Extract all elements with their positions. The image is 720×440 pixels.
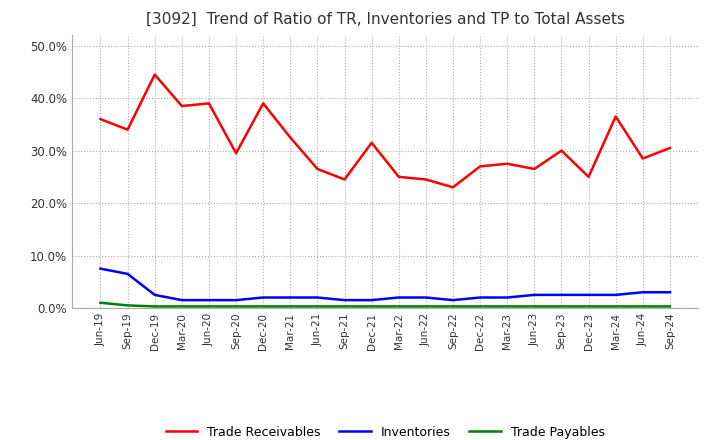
Trade Receivables [341, 177, 349, 182]
Inventories [123, 271, 132, 276]
Inventories [367, 297, 376, 303]
Line: Trade Payables: Trade Payables [101, 303, 670, 306]
Trade Payables [449, 304, 457, 309]
Trade Payables [503, 304, 511, 309]
Trade Payables [557, 304, 566, 309]
Trade Receivables [123, 127, 132, 132]
Trade Receivables [530, 166, 539, 172]
Title: [3092]  Trend of Ratio of TR, Inventories and TP to Total Assets: [3092] Trend of Ratio of TR, Inventories… [145, 12, 625, 27]
Trade Payables [232, 304, 240, 309]
Trade Receivables [584, 174, 593, 180]
Inventories [313, 295, 322, 300]
Inventories [421, 295, 430, 300]
Trade Receivables [286, 135, 294, 140]
Trade Receivables [503, 161, 511, 166]
Trade Receivables [449, 185, 457, 190]
Legend: Trade Receivables, Inventories, Trade Payables: Trade Receivables, Inventories, Trade Pa… [161, 421, 610, 440]
Inventories [178, 297, 186, 303]
Inventories [259, 295, 268, 300]
Trade Payables [259, 304, 268, 309]
Trade Payables [286, 304, 294, 309]
Line: Inventories: Inventories [101, 269, 670, 300]
Trade Payables [421, 304, 430, 309]
Trade Payables [123, 303, 132, 308]
Trade Payables [530, 304, 539, 309]
Trade Payables [395, 304, 403, 309]
Trade Receivables [665, 145, 674, 150]
Inventories [665, 290, 674, 295]
Inventories [530, 292, 539, 297]
Trade Receivables [395, 174, 403, 180]
Trade Receivables [557, 148, 566, 153]
Inventories [96, 266, 105, 271]
Inventories [503, 295, 511, 300]
Inventories [584, 292, 593, 297]
Trade Receivables [367, 140, 376, 145]
Line: Trade Receivables: Trade Receivables [101, 74, 670, 187]
Inventories [639, 290, 647, 295]
Inventories [557, 292, 566, 297]
Trade Receivables [96, 117, 105, 122]
Inventories [150, 292, 159, 297]
Trade Payables [476, 304, 485, 309]
Trade Receivables [421, 177, 430, 182]
Trade Receivables [204, 101, 213, 106]
Trade Payables [178, 304, 186, 309]
Inventories [232, 297, 240, 303]
Trade Payables [611, 304, 620, 309]
Trade Receivables [259, 101, 268, 106]
Inventories [449, 297, 457, 303]
Trade Payables [367, 304, 376, 309]
Trade Payables [639, 304, 647, 309]
Inventories [341, 297, 349, 303]
Trade Payables [204, 304, 213, 309]
Inventories [286, 295, 294, 300]
Trade Receivables [313, 166, 322, 172]
Trade Payables [313, 304, 322, 309]
Trade Payables [665, 304, 674, 309]
Trade Receivables [476, 164, 485, 169]
Trade Receivables [178, 103, 186, 109]
Trade Payables [96, 300, 105, 305]
Inventories [204, 297, 213, 303]
Trade Receivables [232, 150, 240, 156]
Trade Receivables [639, 156, 647, 161]
Inventories [395, 295, 403, 300]
Inventories [476, 295, 485, 300]
Trade Payables [584, 304, 593, 309]
Trade Payables [150, 304, 159, 309]
Trade Receivables [150, 72, 159, 77]
Trade Payables [341, 304, 349, 309]
Inventories [611, 292, 620, 297]
Trade Receivables [611, 114, 620, 119]
